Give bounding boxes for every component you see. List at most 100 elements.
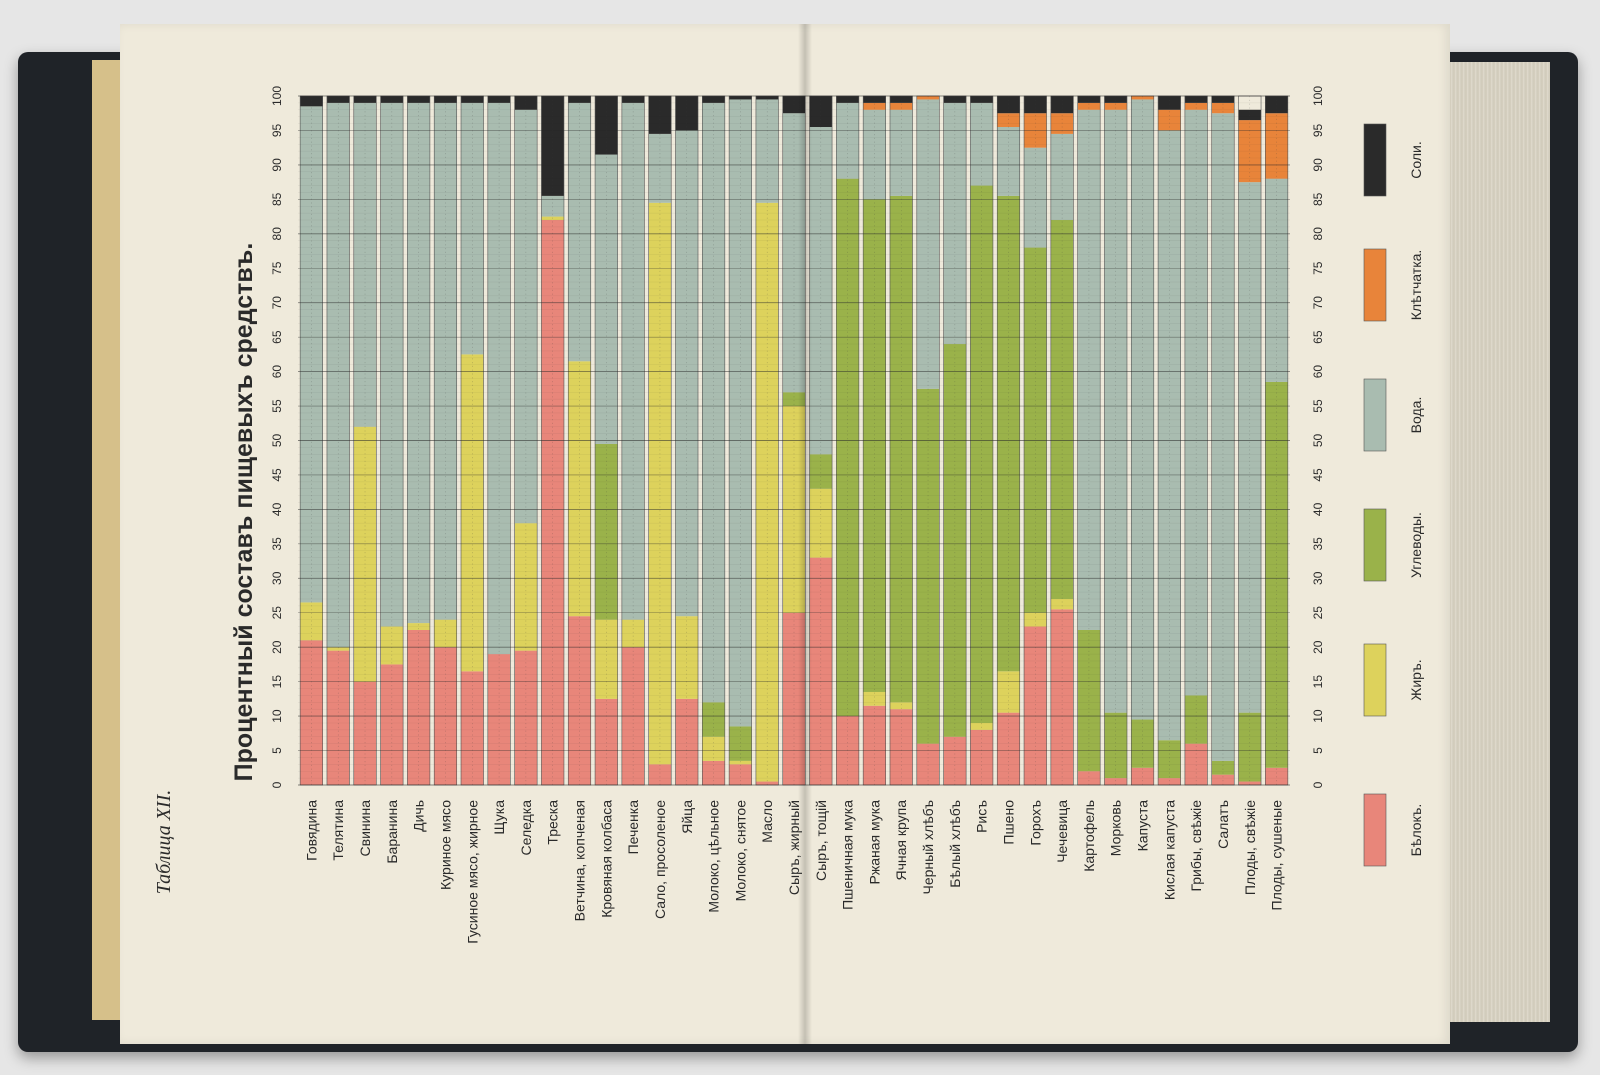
bar-segment-30-5 [1077, 102, 1101, 110]
bar-segment-18-4 [755, 99, 779, 203]
bar-segment-35-4 [1211, 113, 1235, 761]
bar-segment-13-2 [621, 619, 645, 648]
y-tick-label-left-17: 80 [270, 227, 284, 241]
y-tick-label-left-7: 30 [270, 571, 284, 585]
bar-segment-5-6 [407, 96, 430, 103]
category-label-18: Масло [759, 800, 775, 843]
category-label-1: Говядина [303, 800, 319, 861]
category-label-5: Дичь [411, 800, 427, 832]
chart-title: Процентный составъ пищевыхъ средствъ. [230, 243, 258, 782]
y-tick-labels-bottom: 0 5 10 15 20 25 30 35 40 45 50 55 60 65 70 75 80 85 90 95 10… [1311, 86, 1325, 789]
y-tick-label-right-4: 15 [1311, 675, 1325, 689]
category-label-3: Свинина [357, 800, 373, 857]
category-label-33: Кислая капуста [1161, 800, 1177, 900]
bar-segment-17-6 [729, 96, 752, 100]
bar-segment-1-1 [300, 640, 323, 785]
bar-segment-24-1 [916, 743, 940, 785]
bar-segment-9-1 [514, 650, 538, 785]
bar-segment-25-6 [943, 96, 967, 103]
bar-segment-12-6 [595, 96, 618, 155]
bar-segment-23-6 [889, 96, 913, 103]
bar-segment-34-4 [1184, 109, 1208, 696]
bar-segment-32-4 [1131, 99, 1154, 720]
y-tick-label-right-3: 10 [1311, 709, 1325, 723]
bar-segment-14-6 [648, 96, 672, 134]
bar-segment-15-4 [675, 130, 699, 617]
legend-swatch-6 [1363, 123, 1387, 197]
y-tick-label-right-10: 45 [1311, 468, 1325, 482]
bar-segment-27-6 [997, 96, 1020, 114]
y-tick-label-right-16: 75 [1311, 261, 1325, 275]
y-tick-label-right-14: 65 [1311, 330, 1325, 344]
y-tick-label-left-8: 35 [270, 537, 284, 551]
bar-segment-33-3 [1158, 740, 1181, 779]
category-label-19: Сыръ, жирный [786, 800, 802, 895]
bar-segment-36-3 [1238, 712, 1262, 782]
bar-segment-28-4 [1024, 147, 1047, 248]
bar-segment-22-1 [863, 705, 886, 785]
bar-segment-37-5 [1265, 113, 1288, 179]
bar-segment-18-1 [755, 781, 779, 785]
y-tick-label-right-18: 85 [1311, 192, 1325, 206]
bar-segment-34-5 [1184, 102, 1208, 110]
bar-segment-30-6 [1077, 96, 1101, 103]
bar-segment-19-1 [782, 612, 806, 785]
bar-segment-34-3 [1184, 695, 1208, 744]
bar-segment-18-6 [755, 96, 779, 100]
y-tick-label-left-9: 40 [270, 502, 284, 516]
bar-segment-2-1 [326, 650, 350, 785]
bar-segment-21-6 [836, 96, 859, 103]
bar-segment-5-4 [407, 102, 430, 624]
bar-segment-35-1 [1211, 774, 1235, 785]
legend-label-4: Вода. [1408, 397, 1424, 434]
bar-segment-11-1 [568, 616, 591, 785]
bar-segment-20-2 [809, 488, 833, 558]
category-label-2: Телятина [330, 800, 346, 861]
bar-segment-34-1 [1184, 743, 1208, 785]
category-label-32: Капуста [1135, 800, 1151, 852]
bar-segment-21-3 [836, 178, 859, 717]
bar-segment-30-3 [1077, 629, 1101, 772]
y-tick-label-left-14: 65 [270, 330, 284, 344]
bar-segment-37-3 [1265, 381, 1288, 768]
bars-layer [299, 95, 1289, 786]
legend-swatch-4 [1363, 378, 1387, 452]
category-label-13: Печенка [625, 800, 641, 855]
bar-segment-26-6 [970, 96, 993, 103]
y-tick-label-left-12: 55 [270, 399, 284, 413]
bar-segment-35-6 [1211, 96, 1235, 103]
bar-segment-12-3 [595, 443, 618, 620]
bar-segment-32-5 [1131, 96, 1154, 100]
bar-segment-37-6 [1265, 96, 1288, 114]
bar-segment-28-6 [1024, 96, 1047, 114]
bar-segment-20-6 [809, 96, 833, 127]
bar-segment-16-1 [702, 760, 725, 785]
y-tick-label-right-7: 30 [1311, 571, 1325, 585]
bar-segment-30-4 [1077, 109, 1101, 630]
y-tick-labels-top: 0 5 10 15 20 25 30 35 40 45 50 55 60 65 70 75 80 85 90 95 10… [270, 86, 284, 789]
category-label-4: Баранина [384, 800, 400, 864]
category-label-15: Яйца [679, 800, 695, 834]
category-label-23: Ячная крупа [893, 800, 909, 881]
y-tick-label-left-21: 100 [270, 86, 284, 106]
y-tick-label-left-11: 50 [270, 434, 284, 448]
bar-segment-28-1 [1024, 626, 1047, 785]
bar-segment-26-2 [970, 722, 993, 730]
category-label-26: Рисъ [974, 800, 990, 833]
bar-segment-11-2 [568, 361, 591, 617]
y-tick-label-right-20: 95 [1311, 123, 1325, 137]
bar-segment-8-4 [487, 102, 511, 655]
category-label-7: Гусиное мясо, жирное [464, 800, 480, 944]
bar-segment-29-1 [1050, 609, 1074, 785]
bar-segment-33-5 [1158, 109, 1181, 131]
bar-segment-21-4 [836, 102, 859, 179]
bar-segment-7-2 [461, 354, 484, 672]
bar-segment-35-3 [1211, 760, 1235, 775]
bar-segment-2-6 [326, 96, 350, 103]
bar-segment-6-2 [434, 619, 457, 648]
y-tick-label-left-18: 85 [270, 192, 284, 206]
bar-segment-16-6 [702, 96, 725, 103]
bar-segment-17-1 [729, 764, 752, 785]
y-tick-label-right-12: 55 [1311, 399, 1325, 413]
bar-segment-29-6 [1050, 96, 1074, 114]
